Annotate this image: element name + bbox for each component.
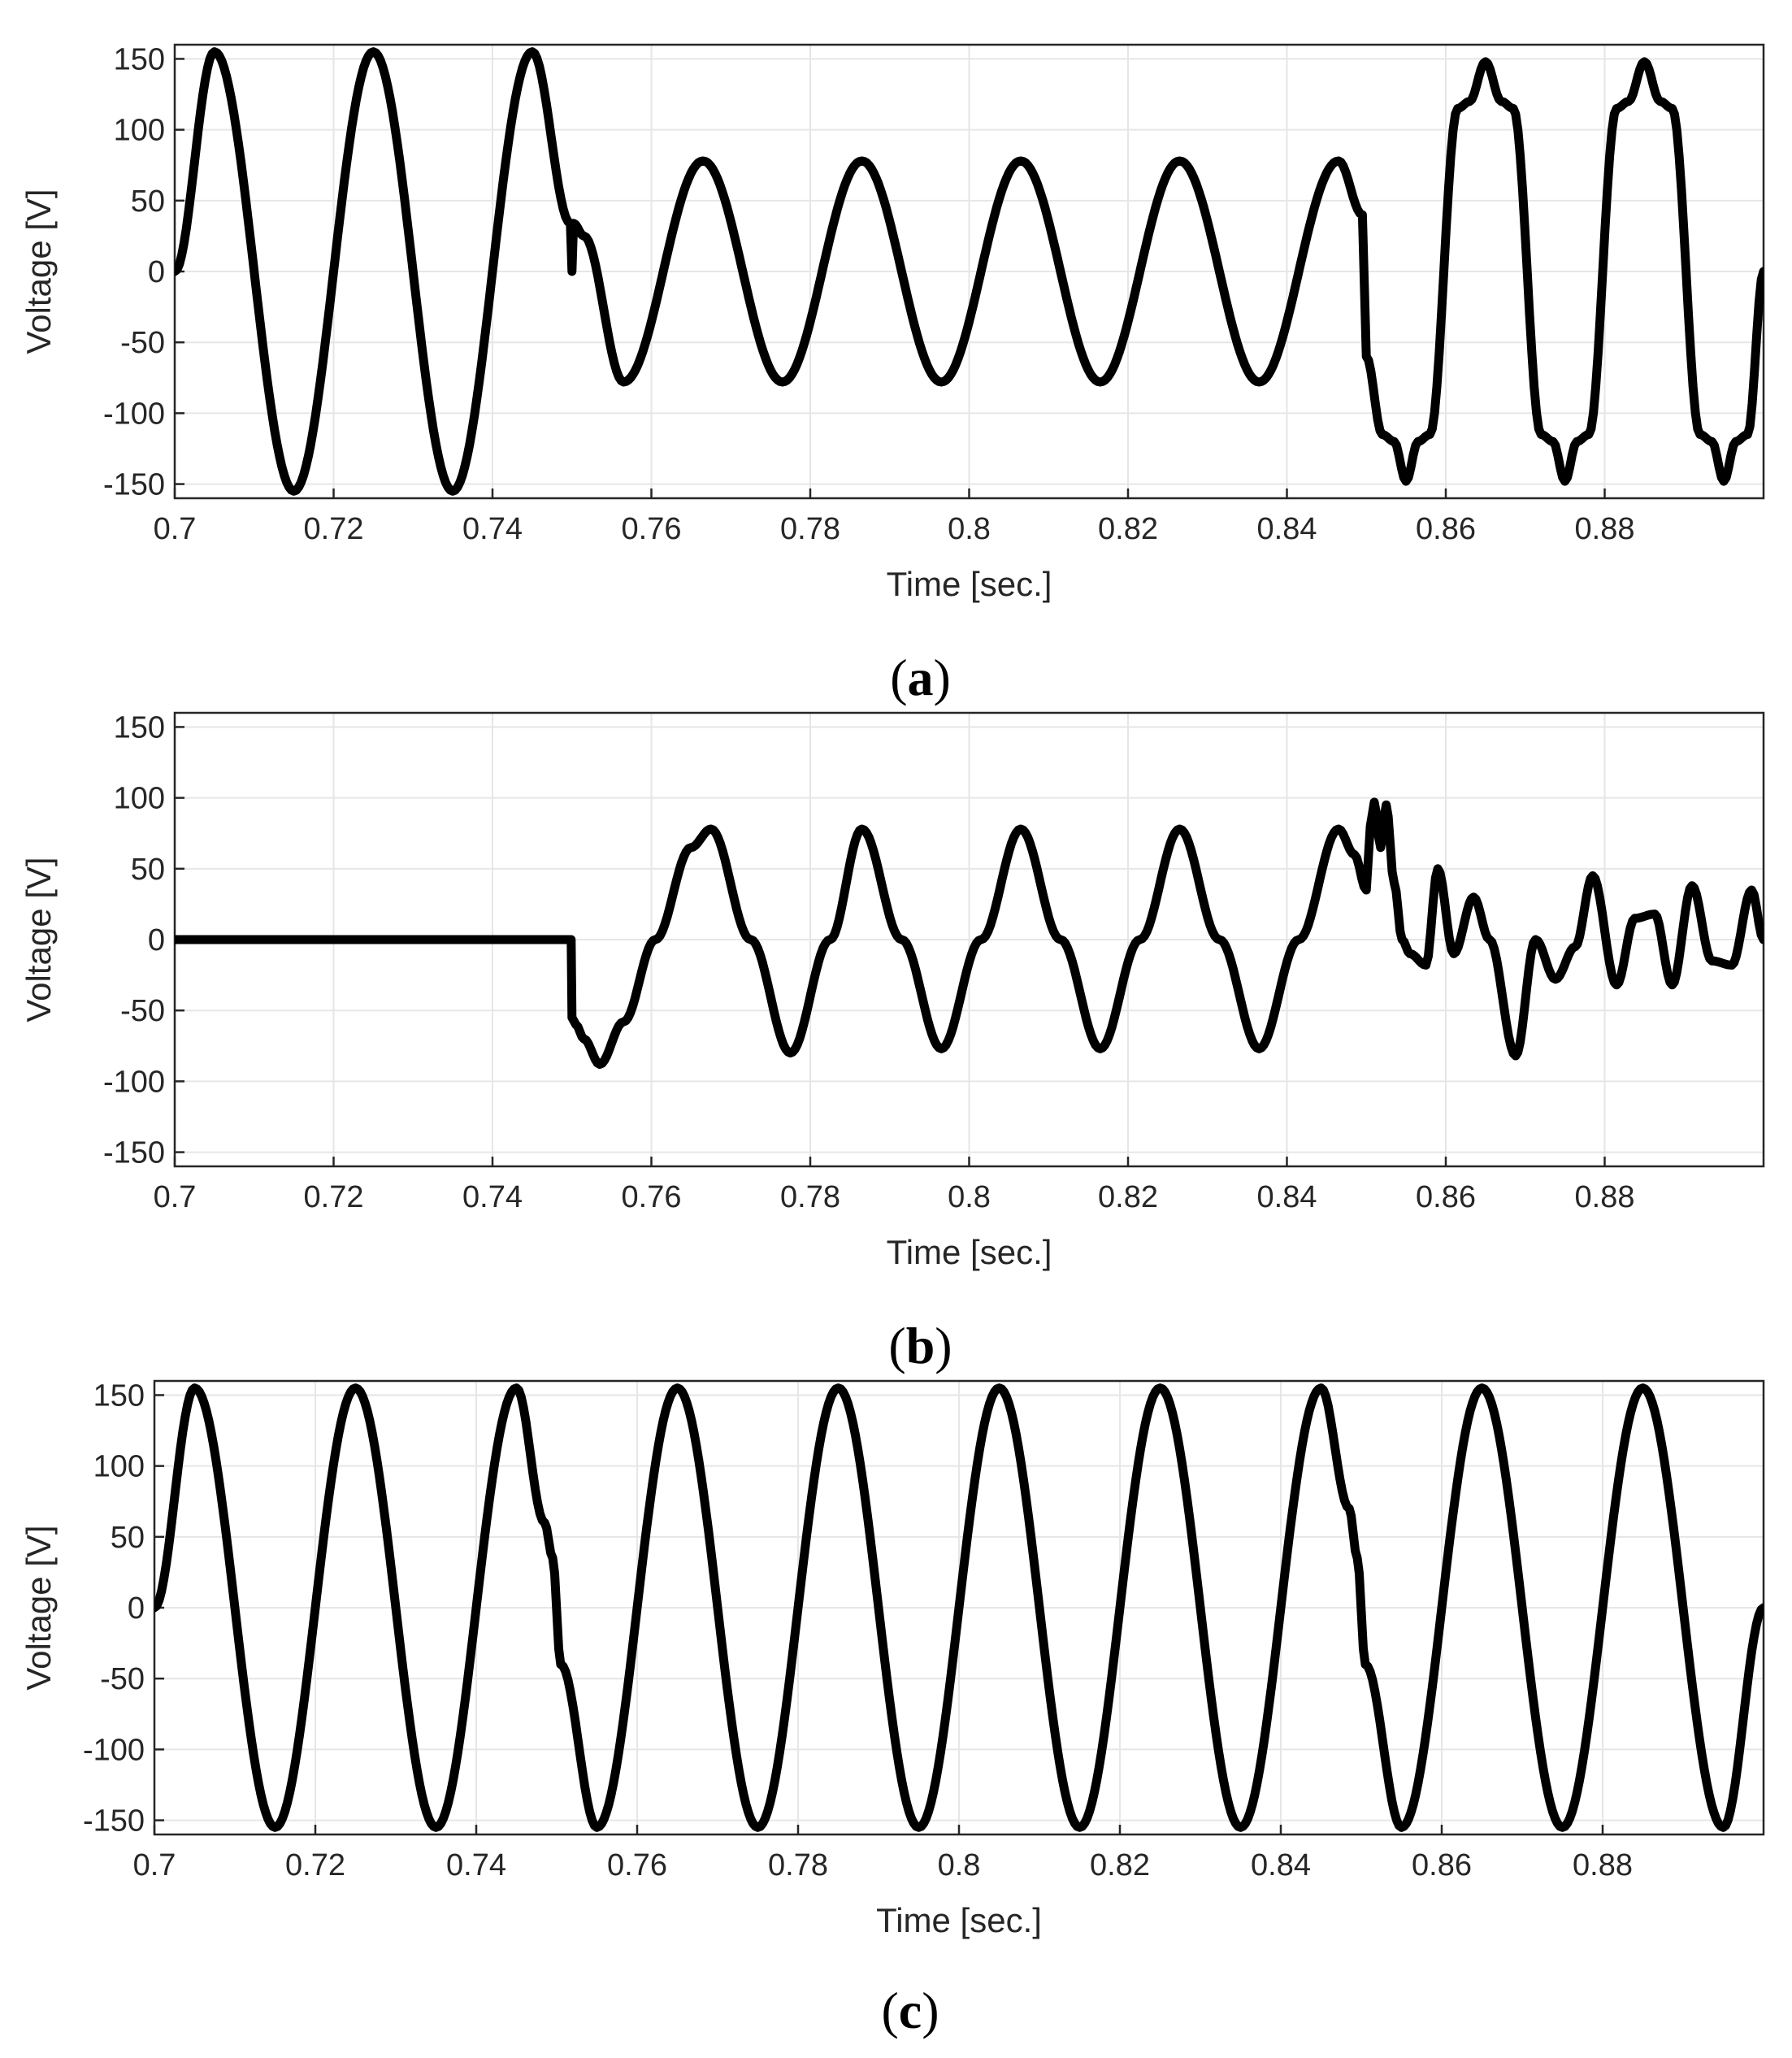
y-tick-label: 100 — [114, 114, 165, 148]
y-tick-label: -50 — [100, 1662, 145, 1696]
y-tick-label: -150 — [83, 1804, 145, 1839]
y-tick-label: 0 — [128, 1591, 145, 1626]
x-tick-label: 0.82 — [1098, 512, 1158, 546]
y-tick-label: -100 — [103, 1065, 165, 1099]
panel-caption-letter: a — [908, 649, 934, 706]
x-tick-label: 0.7 — [154, 1180, 197, 1214]
y-tick-label: 50 — [131, 853, 165, 887]
x-tick-label: 0.8 — [948, 1180, 991, 1214]
x-tick-label: 0.78 — [768, 1848, 828, 1882]
x-tick-label: 0.74 — [446, 1848, 506, 1882]
voltage-trace-series — [175, 47, 1764, 496]
x-tick-label: 0.82 — [1090, 1848, 1150, 1882]
y-axis-label: Voltage [V] — [20, 189, 58, 354]
x-tick-label: 0.88 — [1575, 1180, 1635, 1214]
x-tick-label: 0.76 — [607, 1848, 667, 1882]
y-tick-label: -50 — [120, 994, 165, 1028]
x-tick-label: 0.7 — [133, 1848, 176, 1882]
panel-caption-letter: b — [906, 1317, 935, 1374]
x-tick-label: 0.8 — [938, 1848, 981, 1882]
x-tick-label: 0.76 — [622, 512, 682, 546]
y-tick-label: 50 — [111, 1521, 145, 1555]
x-tick-label: 0.8 — [948, 512, 991, 546]
x-tick-label: 0.78 — [780, 512, 840, 546]
x-tick-label: 0.86 — [1412, 1848, 1472, 1882]
y-tick-label: -50 — [120, 326, 165, 360]
y-tick-label: 100 — [93, 1450, 145, 1484]
panel-caption: (c) — [881, 1982, 939, 2039]
y-tick-label: 150 — [114, 710, 165, 745]
x-tick-label: 0.72 — [304, 1180, 364, 1214]
x-axis-label: Time [sec.] — [876, 1901, 1042, 1939]
x-tick-label: 0.76 — [622, 1180, 682, 1214]
x-axis-label: Time [sec.] — [887, 1233, 1052, 1271]
x-tick-label: 0.72 — [285, 1848, 345, 1882]
x-tick-label: 0.7 — [154, 512, 197, 546]
y-axis-label: Voltage [V] — [20, 1525, 58, 1690]
x-tick-label: 0.84 — [1257, 1180, 1317, 1214]
y-tick-label: 150 — [93, 1379, 145, 1413]
x-tick-label: 0.86 — [1416, 512, 1476, 546]
x-tick-label: 0.78 — [780, 1180, 840, 1214]
y-tick-label: 150 — [114, 42, 165, 76]
y-tick-label: -150 — [103, 468, 165, 502]
x-tick-label: 0.82 — [1098, 1180, 1158, 1214]
y-tick-label: -150 — [103, 1136, 165, 1170]
x-tick-label: 0.88 — [1573, 1848, 1633, 1882]
x-tick-label: 0.88 — [1575, 512, 1635, 546]
x-tick-label: 0.74 — [462, 1180, 523, 1214]
y-tick-label: 50 — [131, 185, 165, 219]
panel-a: 0.7 0.72 0.74 0.76 0.78 0.8 0.82 0.84 0.86 0.88 15… — [20, 42, 1765, 706]
panel-b: 0.7 0.72 0.74 0.76 0.78 0.8 0.82 0.84 0.86 0.88 15… — [20, 710, 1765, 1374]
panel-caption: (b) — [888, 1317, 952, 1374]
y-axis-label: Voltage [V] — [20, 857, 58, 1022]
y-tick-label: -100 — [103, 397, 165, 431]
panel-c: 0.7 0.72 0.74 0.76 0.78 0.8 0.82 0.84 0.86 0.88 15… — [20, 1379, 1765, 2039]
panel-caption-letter: c — [899, 1982, 922, 2039]
voltage-trace-series — [154, 1383, 1764, 1832]
x-tick-label: 0.84 — [1251, 1848, 1311, 1882]
voltage-trace-series — [175, 797, 1764, 1069]
x-axis-label: Time [sec.] — [887, 565, 1052, 603]
x-tick-label: 0.86 — [1416, 1180, 1476, 1214]
y-tick-label: 100 — [114, 782, 165, 816]
x-tick-label: 0.72 — [304, 512, 364, 546]
y-tick-label: 0 — [148, 255, 165, 289]
panel-caption: (a) — [890, 649, 951, 706]
x-tick-label: 0.74 — [462, 512, 523, 546]
y-tick-label: -100 — [83, 1733, 145, 1767]
y-tick-label: 0 — [148, 923, 165, 957]
x-tick-label: 0.84 — [1257, 512, 1317, 546]
